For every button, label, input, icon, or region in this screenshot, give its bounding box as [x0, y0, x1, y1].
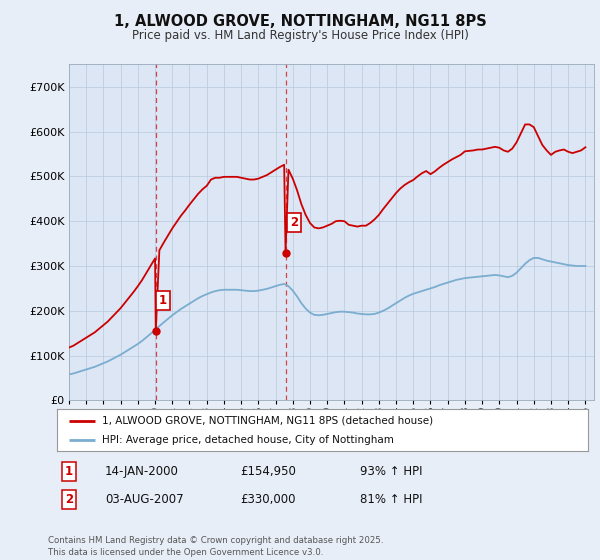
Text: 1: 1 — [65, 465, 73, 478]
Text: £154,950: £154,950 — [240, 465, 296, 478]
Text: 1, ALWOOD GROVE, NOTTINGHAM, NG11 8PS: 1, ALWOOD GROVE, NOTTINGHAM, NG11 8PS — [113, 14, 487, 29]
Text: 81% ↑ HPI: 81% ↑ HPI — [360, 493, 422, 506]
Text: 2: 2 — [290, 216, 298, 228]
Text: £330,000: £330,000 — [240, 493, 296, 506]
Text: 03-AUG-2007: 03-AUG-2007 — [105, 493, 184, 506]
Text: Price paid vs. HM Land Registry's House Price Index (HPI): Price paid vs. HM Land Registry's House … — [131, 29, 469, 42]
Text: 93% ↑ HPI: 93% ↑ HPI — [360, 465, 422, 478]
Text: 1: 1 — [158, 294, 167, 307]
Text: HPI: Average price, detached house, City of Nottingham: HPI: Average price, detached house, City… — [102, 435, 394, 445]
Text: 14-JAN-2000: 14-JAN-2000 — [105, 465, 179, 478]
Text: 2: 2 — [65, 493, 73, 506]
Text: 1, ALWOOD GROVE, NOTTINGHAM, NG11 8PS (detached house): 1, ALWOOD GROVE, NOTTINGHAM, NG11 8PS (d… — [102, 416, 433, 426]
Text: Contains HM Land Registry data © Crown copyright and database right 2025.
This d: Contains HM Land Registry data © Crown c… — [48, 536, 383, 557]
